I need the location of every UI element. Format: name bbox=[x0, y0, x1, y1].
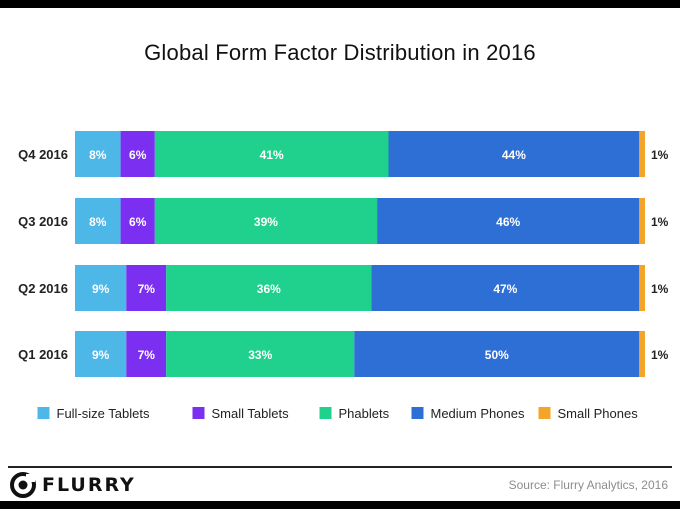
data-label-q1-2016-medium-phones: 50% bbox=[485, 348, 509, 362]
legend-swatch-full-size-tablets bbox=[37, 407, 50, 419]
legend-label-small-tablets: Small Tablets bbox=[212, 406, 290, 421]
bar-q3-2016-small-tablets bbox=[120, 198, 155, 244]
chart-title: Global Form Factor Distribution in 2016 bbox=[144, 40, 536, 65]
bar-q3-2016-small-phones bbox=[639, 198, 645, 244]
bar-q1-2016-full-size-tablets bbox=[75, 331, 127, 377]
legend-label-full-size-tablets: Full-size Tablets bbox=[57, 406, 150, 421]
chart-area: Q4 2016 8% 6% 41% 44% 1% Q3 2016 8% 6% 39% 46% 1% Q2… bbox=[18, 131, 669, 421]
data-label-q3-2016-small-phones: 1% bbox=[651, 215, 669, 229]
legend-label-medium-phones: Medium Phones bbox=[431, 406, 525, 421]
bar-q2-2016-small-phones bbox=[639, 265, 645, 311]
data-label-q4-2016-small-phones: 1% bbox=[651, 148, 669, 162]
data-label-q4-2016-phablets: 41% bbox=[260, 148, 284, 162]
bar-q4-2016-small-tablets bbox=[120, 131, 155, 177]
bar-q2-2016-medium-phones bbox=[371, 265, 640, 311]
data-label-q1-2016-small-phones: 1% bbox=[651, 348, 669, 362]
bar-q3-2016-phablets bbox=[154, 198, 378, 244]
legend-swatch-small-tablets bbox=[192, 407, 205, 419]
flurry-brand-text: FLURRY bbox=[42, 474, 136, 496]
bottom-border bbox=[0, 501, 680, 509]
bar-q2-2016-small-tablets bbox=[126, 265, 167, 311]
legend-swatch-small-phones bbox=[538, 407, 551, 419]
data-label-q2-2016-small-phones: 1% bbox=[651, 282, 669, 296]
legend-swatch-phablets bbox=[319, 407, 332, 419]
data-label-q2-2016-medium-phones: 47% bbox=[493, 282, 517, 296]
data-label-q3-2016-full-size-tablets: 8% bbox=[89, 215, 107, 229]
data-label-q2-2016-phablets: 36% bbox=[257, 282, 281, 296]
data-label-q4-2016-small-tablets: 6% bbox=[129, 148, 147, 162]
category-label-q3-2016: Q3 2016 bbox=[18, 214, 68, 229]
flurry-logo-icon bbox=[10, 472, 36, 498]
data-label-q1-2016-small-tablets: 7% bbox=[138, 348, 156, 362]
bar-q1-2016-small-phones bbox=[639, 331, 645, 377]
legend-label-small-phones: Small Phones bbox=[558, 406, 639, 421]
source-note: Source: Flurry Analytics, 2016 bbox=[508, 478, 668, 492]
category-label-q2-2016: Q2 2016 bbox=[18, 281, 68, 296]
data-label-q2-2016-full-size-tablets: 9% bbox=[92, 282, 110, 296]
bar-q4-2016-phablets bbox=[154, 131, 389, 177]
data-label-q3-2016-phablets: 39% bbox=[254, 215, 278, 229]
category-label-q1-2016: Q1 2016 bbox=[18, 347, 68, 362]
bar-q4-2016-medium-phones bbox=[388, 131, 640, 177]
bar-q2-2016-full-size-tablets bbox=[75, 265, 127, 311]
legend-swatch-medium-phones bbox=[411, 407, 424, 419]
flurry-logo: FLURRY bbox=[10, 472, 136, 498]
data-label-q4-2016-full-size-tablets: 8% bbox=[89, 148, 107, 162]
bar-q1-2016-phablets bbox=[166, 331, 355, 377]
bar-q3-2016-medium-phones bbox=[377, 198, 640, 244]
bar-q4-2016-full-size-tablets bbox=[75, 131, 121, 177]
top-border bbox=[0, 0, 680, 8]
bar-q1-2016-medium-phones bbox=[354, 331, 640, 377]
category-label-q4-2016: Q4 2016 bbox=[18, 147, 68, 162]
bar-q1-2016-small-tablets bbox=[126, 331, 167, 377]
data-label-q3-2016-small-tablets: 6% bbox=[129, 215, 147, 229]
footer-divider bbox=[8, 466, 672, 468]
data-label-q3-2016-medium-phones: 46% bbox=[496, 215, 520, 229]
bar-q4-2016-small-phones bbox=[639, 131, 645, 177]
data-label-q1-2016-phablets: 33% bbox=[248, 348, 272, 362]
legend-label-phablets: Phablets bbox=[339, 406, 390, 421]
data-label-q1-2016-full-size-tablets: 9% bbox=[92, 348, 110, 362]
bar-q2-2016-phablets bbox=[166, 265, 372, 311]
data-label-q2-2016-small-tablets: 7% bbox=[138, 282, 156, 296]
data-label-q4-2016-medium-phones: 44% bbox=[502, 148, 526, 162]
bar-q3-2016-full-size-tablets bbox=[75, 198, 121, 244]
